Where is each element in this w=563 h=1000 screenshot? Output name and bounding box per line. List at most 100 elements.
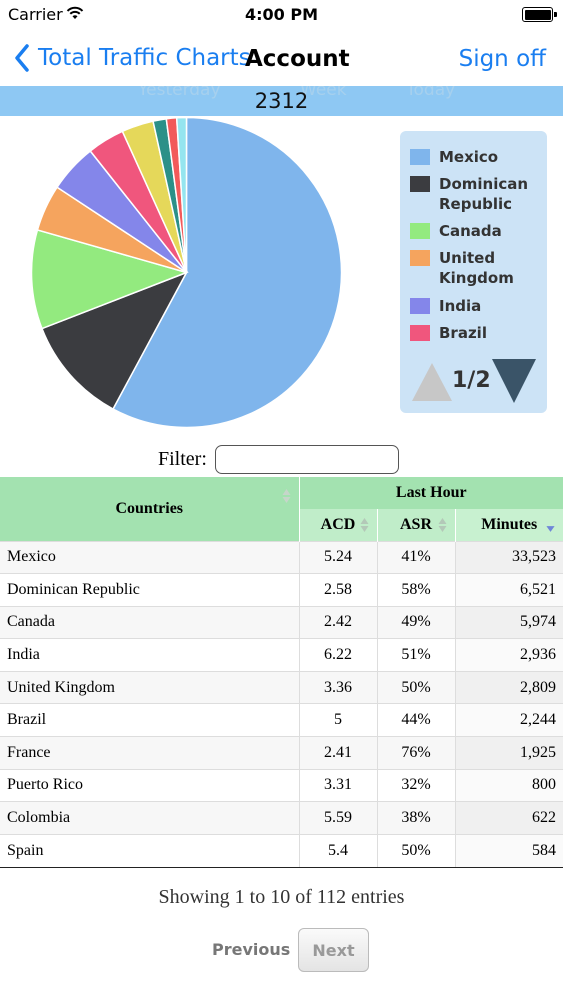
cell-minutes: 2,244 — [454, 703, 563, 737]
page-title: Account — [245, 46, 350, 72]
tab-week[interactable]: Week — [300, 86, 347, 100]
cell-asr: 32% — [376, 768, 455, 802]
total-count: 2312 — [254, 89, 309, 113]
pie-chart — [30, 116, 343, 429]
legend-page-indicator: 1/2 — [452, 368, 491, 393]
table-row[interactable]: United Kingdom 3.36 50% 2,809 — [0, 670, 563, 704]
legend-label: Canada — [439, 222, 502, 240]
next-button[interactable]: Next — [298, 928, 369, 972]
table-row[interactable]: Mexico 5.24 41% 33,523 — [0, 540, 563, 574]
sort-icon — [360, 517, 368, 532]
legend-item[interactable]: Mexico — [410, 147, 539, 167]
cell-asr: 41% — [376, 540, 455, 574]
column-header-minutes-label: Minutes — [481, 515, 538, 533]
column-header-acd-label: ACD — [320, 515, 356, 533]
wifi-icon — [66, 6, 84, 19]
table-row[interactable]: France 2.41 76% 1,925 — [0, 736, 563, 770]
cell-asr: 50% — [376, 833, 455, 867]
table-row[interactable]: Brazil 5 44% 2,244 — [0, 703, 563, 737]
cell-country: Colombia — [0, 801, 299, 835]
legend-label: Brazil — [439, 324, 487, 342]
column-header-countries[interactable]: Countries — [0, 477, 300, 541]
column-group-last-hour: Last Hour — [299, 477, 563, 509]
cell-country: Canada — [0, 605, 299, 639]
tab-yesterday[interactable]: Yesterday — [138, 86, 221, 100]
pagination-info: Showing 1 to 10 of 112 entries — [158, 886, 405, 908]
cell-country: Brazil — [0, 703, 299, 737]
table-row[interactable]: Puerto Rico 3.31 32% 800 — [0, 768, 563, 802]
legend-swatch — [410, 149, 430, 165]
cell-acd: 5.24 — [298, 540, 377, 574]
legend-swatch — [410, 298, 430, 314]
cell-country: Spain — [0, 833, 299, 867]
sort-descending-icon — [546, 526, 555, 533]
cell-acd: 3.31 — [298, 768, 377, 802]
column-header-minutes[interactable]: Minutes — [454, 509, 563, 541]
cell-minutes: 2,936 — [454, 638, 563, 672]
legend-label: India — [439, 297, 482, 315]
cell-country: France — [0, 736, 299, 770]
filter-bar: Filter: — [158, 445, 399, 474]
legend-swatch — [410, 176, 430, 192]
table-row[interactable]: Spain 5.4 50% 584 — [0, 833, 563, 867]
triangle-down-icon[interactable] — [490, 357, 538, 405]
column-header-asr[interactable]: ASR — [376, 509, 455, 541]
cell-minutes: 2,809 — [454, 670, 563, 704]
table-row[interactable]: Canada 2.42 49% 5,974 — [0, 605, 563, 639]
back-button[interactable]: Total Traffic Charts — [14, 40, 251, 76]
legend-label: Dominican Republic — [439, 175, 529, 213]
carrier-label: Carrier — [8, 5, 63, 24]
cell-country: Dominican Republic — [0, 573, 299, 607]
legend-label: United Kingdom — [439, 249, 514, 287]
cell-country: Puerto Rico — [0, 768, 299, 802]
sign-off-button[interactable]: Sign off — [458, 46, 546, 72]
legend-pager: 1/2 — [410, 357, 540, 407]
cell-acd: 2.58 — [298, 573, 377, 607]
column-header-countries-label: Countries — [115, 499, 184, 517]
legend-item[interactable]: Dominican Republic — [410, 174, 539, 214]
pie-slice-dominican-republic[interactable] — [41, 271, 189, 410]
pie-slice-mexico[interactable] — [112, 116, 343, 429]
navigation-bar: Total Traffic Charts Account Sign off — [0, 30, 563, 86]
clock: 4:00 PM — [244, 5, 318, 24]
cell-minutes: 584 — [454, 833, 563, 867]
cell-asr: 76% — [376, 736, 455, 770]
cell-acd: 5.4 — [298, 833, 377, 867]
cell-asr: 49% — [376, 605, 455, 639]
column-header-acd[interactable]: ACD — [298, 509, 377, 541]
cell-minutes: 1,925 — [454, 736, 563, 770]
legend-item[interactable]: India — [410, 296, 539, 316]
pie-slice-spain[interactable] — [175, 116, 188, 273]
cell-minutes: 800 — [454, 768, 563, 802]
triangle-up-icon[interactable] — [410, 359, 454, 403]
cell-minutes: 6,521 — [454, 573, 563, 607]
filter-input[interactable] — [214, 445, 399, 474]
table-row[interactable]: Dominican Republic 2.58 58% 6,521 — [0, 573, 563, 607]
table-body: Mexico 5.24 41% 33,523 Dominican Republic 2.5… — [0, 540, 563, 867]
legend-item[interactable]: Brazil — [410, 323, 539, 343]
cell-acd: 6.22 — [298, 638, 377, 672]
cell-acd: 5 — [298, 703, 377, 737]
cell-asr: 58% — [376, 573, 455, 607]
cell-country: Mexico — [0, 540, 299, 574]
back-button-label: Total Traffic Charts — [38, 45, 251, 71]
cell-country: United Kingdom — [0, 670, 299, 704]
pie-slice-canada[interactable] — [30, 229, 189, 330]
traffic-table: Countries Last Hour ACD ASR — [0, 477, 563, 868]
table-row[interactable]: India 6.22 51% 2,936 — [0, 638, 563, 672]
cell-acd: 5.59 — [298, 801, 377, 835]
cell-acd: 2.42 — [298, 605, 377, 639]
cell-minutes: 5,974 — [454, 605, 563, 639]
chart-legend: 1/2 Mexico Dominican Republic Canada United… — [400, 131, 547, 413]
filter-label: Filter: — [158, 448, 207, 470]
cell-asr: 44% — [376, 703, 455, 737]
cell-country: India — [0, 638, 299, 672]
table-row[interactable]: Colombia 5.59 38% 622 — [0, 801, 563, 835]
legend-label: Mexico — [439, 148, 499, 166]
cell-asr: 38% — [376, 801, 455, 835]
legend-swatch — [410, 223, 430, 239]
previous-button[interactable]: Previous — [212, 940, 291, 959]
legend-item[interactable]: United Kingdom — [410, 248, 539, 288]
tab-today[interactable]: Today — [406, 86, 456, 100]
legend-item[interactable]: Canada — [410, 221, 539, 241]
